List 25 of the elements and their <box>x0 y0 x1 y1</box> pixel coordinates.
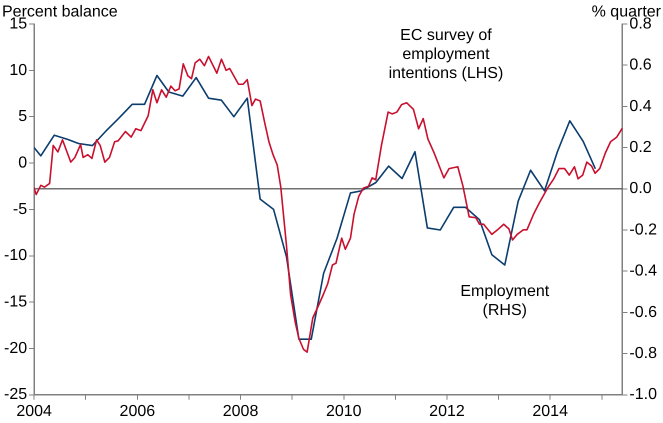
y2-tick-label: -1.0 <box>629 386 658 404</box>
y-tick-label: -25 <box>4 386 28 404</box>
y2-tick-label: 0.2 <box>629 139 652 156</box>
y2-tick-label: -0.4 <box>629 262 658 280</box>
y2-tick-label: 0.0 <box>629 180 652 198</box>
x-tick-label: 2012 <box>429 402 465 420</box>
y2-tick-label: 0.4 <box>629 98 652 115</box>
text: Employment (RHS) <box>460 282 550 319</box>
y2-tick-label: 0.6 <box>629 56 652 74</box>
y-tick-label: -5 <box>12 200 28 218</box>
y2-tick-label: -0.6 <box>629 304 658 321</box>
y-tick-label: 5 <box>18 108 28 126</box>
x-tick-label: 2004 <box>16 402 52 420</box>
x-tick-label: 2006 <box>120 402 156 420</box>
y-tick-label: -10 <box>4 247 28 264</box>
y2-tick-label: -0.2 <box>629 221 658 238</box>
x-tick-label: 2014 <box>532 402 568 420</box>
y-tick-label: 0 <box>18 154 28 172</box>
x-tick-label: 2010 <box>326 402 362 420</box>
y-tick-label: 10 <box>9 62 28 79</box>
x-tick-label: 2008 <box>222 402 258 420</box>
y-tick-label: -15 <box>4 294 28 311</box>
series-label: EC survey of employment intentions (LHS) <box>388 27 504 82</box>
y-tick-label: -20 <box>4 340 28 357</box>
y2-tick-label: -0.8 <box>629 345 658 362</box>
